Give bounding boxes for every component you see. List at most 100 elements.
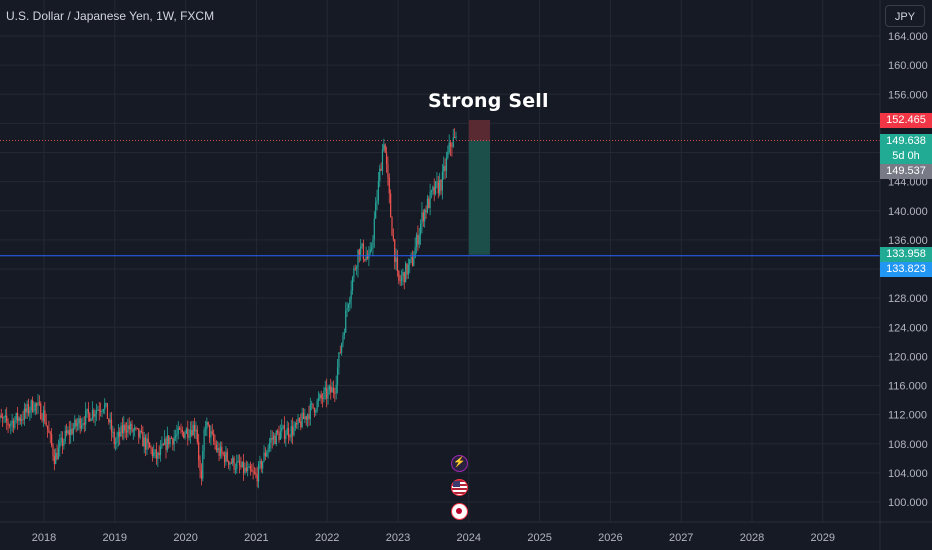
candle xyxy=(221,441,223,459)
candle xyxy=(120,422,122,438)
candle xyxy=(18,416,20,425)
candle xyxy=(421,201,423,234)
candle xyxy=(78,415,80,431)
lightning-icon[interactable]: ⚡ xyxy=(451,455,468,472)
candle xyxy=(271,430,273,449)
time-axis[interactable]: 2018 2019 2020 2021 2022 2023 2024 2025 2026 2027… xyxy=(0,521,932,544)
candle xyxy=(406,263,408,280)
candle xyxy=(86,408,88,418)
candle xyxy=(327,384,329,405)
stop-price-tag: 133.958 xyxy=(880,246,932,262)
candle xyxy=(116,431,118,450)
candle xyxy=(256,466,258,488)
candle xyxy=(407,258,409,279)
candle xyxy=(447,145,449,160)
candle xyxy=(306,413,309,428)
candle xyxy=(131,420,133,434)
candle xyxy=(66,423,68,437)
candle xyxy=(229,461,231,471)
candle xyxy=(424,208,426,228)
x-tick-label: 2024 xyxy=(457,532,481,544)
candle xyxy=(71,422,73,436)
candlestick-series xyxy=(0,128,457,489)
candle xyxy=(448,134,450,155)
candle xyxy=(308,405,310,426)
strong-sell-annotation[interactable]: Strong Sell xyxy=(428,90,549,112)
candle xyxy=(162,442,164,446)
candle xyxy=(350,280,352,309)
candle xyxy=(320,390,322,404)
candle xyxy=(436,172,438,189)
candle xyxy=(7,418,9,433)
y-tick-label: 100.000 xyxy=(888,497,928,509)
us-flag-icon[interactable] xyxy=(451,479,468,496)
short-position-tool[interactable] xyxy=(468,119,491,255)
candle xyxy=(132,428,134,440)
candle xyxy=(101,409,103,418)
candle xyxy=(40,401,42,420)
candle xyxy=(19,414,21,425)
candle xyxy=(199,455,201,479)
candle xyxy=(181,426,183,437)
candle xyxy=(93,408,95,423)
candle xyxy=(203,426,205,460)
candle xyxy=(400,269,403,286)
candle xyxy=(25,403,27,419)
stop-loss-zone[interactable] xyxy=(468,119,491,141)
candle xyxy=(223,451,226,469)
candle xyxy=(11,413,13,432)
candle xyxy=(217,441,219,454)
currency-button[interactable]: JPY xyxy=(885,5,925,27)
candle xyxy=(328,384,330,395)
candle xyxy=(451,142,453,157)
candle xyxy=(200,463,202,486)
candle xyxy=(240,456,242,470)
candle xyxy=(41,413,43,423)
candle xyxy=(208,424,211,444)
candle xyxy=(121,417,124,440)
y-tick-label: 124.000 xyxy=(888,322,928,334)
candle xyxy=(63,438,65,450)
candle xyxy=(241,461,243,468)
candle xyxy=(207,421,209,427)
take-profit-zone[interactable] xyxy=(468,140,491,255)
x-tick-label: 2027 xyxy=(669,532,693,544)
candle xyxy=(117,424,119,447)
candle xyxy=(226,448,228,463)
japan-flag-icon[interactable] xyxy=(451,503,468,520)
candle xyxy=(153,444,155,459)
candle xyxy=(210,425,212,446)
candle xyxy=(279,424,281,440)
candle xyxy=(297,414,299,430)
candle xyxy=(98,402,100,421)
candle xyxy=(192,420,194,436)
candle xyxy=(392,228,394,242)
candle xyxy=(399,274,401,286)
candle xyxy=(109,412,111,430)
y-tick-label: 108.000 xyxy=(888,439,928,451)
x-tick-label: 2026 xyxy=(598,532,622,544)
candle xyxy=(97,405,99,411)
candle xyxy=(76,418,79,431)
candle xyxy=(95,403,98,422)
candle xyxy=(49,430,51,444)
candle xyxy=(125,422,128,440)
candle xyxy=(272,432,275,446)
y-tick-label: 136.000 xyxy=(888,235,928,247)
candle xyxy=(262,461,264,474)
candle xyxy=(2,413,4,427)
candle xyxy=(298,417,301,424)
candle xyxy=(53,448,55,471)
candle xyxy=(336,359,339,394)
x-tick-label: 2020 xyxy=(173,532,197,544)
candle xyxy=(360,238,362,261)
y-tick-label: 144.000 xyxy=(888,177,928,189)
candle xyxy=(75,418,77,433)
candle xyxy=(420,219,422,245)
candle xyxy=(104,398,106,414)
y-tick-label: 140.000 xyxy=(888,206,928,218)
candle xyxy=(128,417,130,435)
candle xyxy=(332,380,335,399)
candle xyxy=(366,250,369,260)
